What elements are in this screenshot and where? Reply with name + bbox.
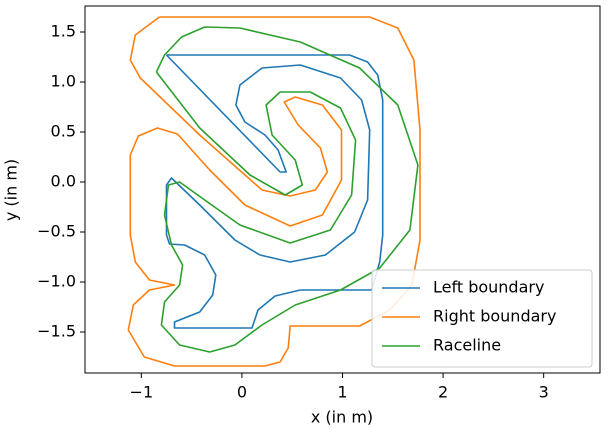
legend-label: Raceline — [433, 336, 501, 355]
series-line — [165, 54, 384, 329]
y-tick-label: 0.5 — [51, 122, 76, 141]
legend-label: Right boundary — [433, 307, 556, 326]
x-tick-label: 0 — [237, 383, 247, 402]
y-tick-label: −1.5 — [37, 322, 76, 341]
plot-frame — [84, 5, 601, 374]
x-tick-label: 3 — [539, 383, 549, 402]
x-tick-label: 2 — [438, 383, 448, 402]
legend-label: Left boundary — [433, 278, 544, 297]
y-tick-label: 0.0 — [51, 172, 76, 191]
y-tick-label: 1.5 — [51, 22, 76, 41]
x-axis-label: x (in m) — [311, 408, 373, 427]
y-axis-label: y (in m) — [2, 159, 21, 221]
y-tick-label: 1.0 — [51, 72, 76, 91]
series-line — [155, 26, 419, 353]
y-tick-label: −1.0 — [37, 272, 76, 291]
x-tick-label: −1 — [130, 383, 154, 402]
legend-box — [371, 269, 593, 368]
x-tick-label: 1 — [337, 383, 347, 402]
y-tick-label: −0.5 — [37, 222, 76, 241]
